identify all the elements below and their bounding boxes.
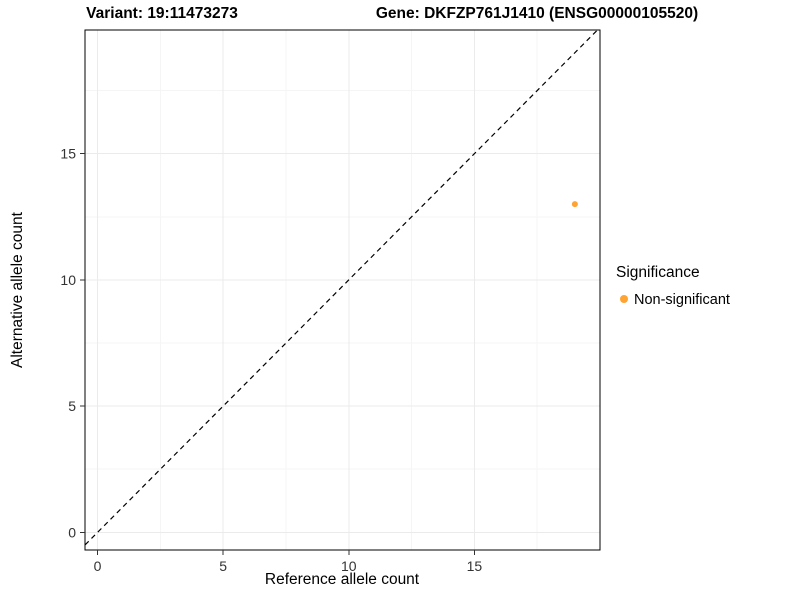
legend-item-label: Non-significant <box>634 292 730 308</box>
plot-panel <box>85 30 600 550</box>
legend-marker-non-significant <box>620 295 628 303</box>
data-point-non-significant <box>571 201 578 208</box>
axis-ticks-layer: 0 5 10 15 0 5 10 15 <box>60 146 482 574</box>
identity-line-layer <box>85 30 599 546</box>
x-tick-label: 5 <box>219 558 227 574</box>
y-tick-label: 15 <box>60 146 76 162</box>
x-axis-title: Reference allele count <box>265 571 420 588</box>
gridlines <box>85 30 600 550</box>
legend: Significance Non-significant <box>616 264 730 308</box>
x-tick-label: 15 <box>467 558 483 574</box>
plot-title-left: Variant: 19:11473273 <box>86 5 238 22</box>
identity-line <box>85 30 599 546</box>
y-tick-label: 10 <box>60 272 76 288</box>
panel-border <box>84 29 601 551</box>
x-tick-label: 0 <box>94 558 102 574</box>
x-tick-label: 10 <box>341 558 357 574</box>
panel-background <box>85 30 600 550</box>
y-axis-title: Alternative allele count <box>9 211 26 368</box>
data-points-layer <box>571 201 578 208</box>
y-tick-label: 5 <box>68 398 76 414</box>
panel-border-layer <box>84 29 601 551</box>
plot-title-right: Gene: DKFZP761J1410 (ENSG00000105520) <box>376 5 698 22</box>
y-tick-label: 0 <box>68 524 76 540</box>
legend-title: Significance <box>616 264 700 281</box>
